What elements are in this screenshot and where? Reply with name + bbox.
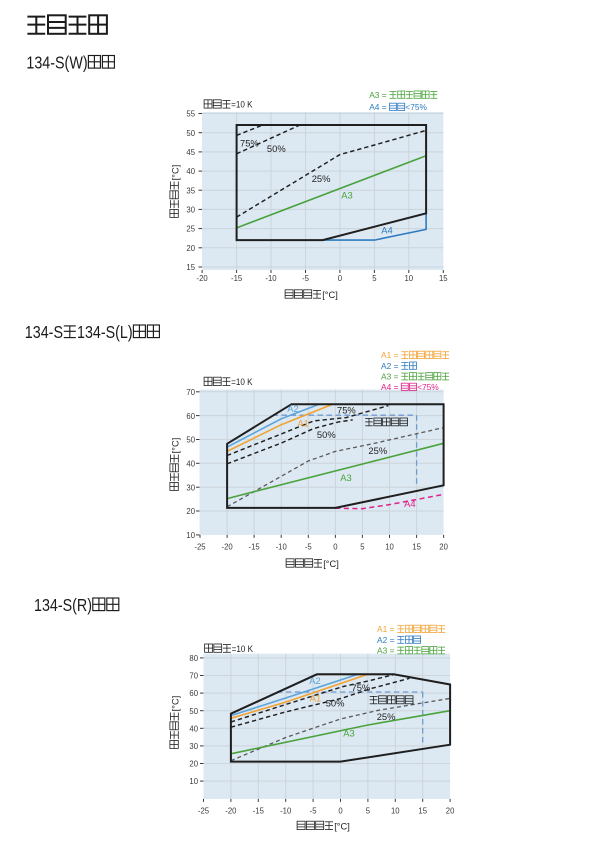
svg-text:10: 10 — [189, 776, 198, 786]
svg-text:75%: 75% — [337, 405, 356, 416]
svg-text:25%: 25% — [368, 445, 387, 456]
svg-text:=10 K: =10 K — [231, 377, 253, 387]
svg-text:20: 20 — [439, 541, 448, 551]
svg-text:0: 0 — [333, 541, 337, 551]
svg-text:A2 =: A2 = — [381, 361, 399, 371]
svg-text:A2: A2 — [309, 675, 320, 686]
svg-text:50%: 50% — [317, 429, 336, 440]
svg-text:80: 80 — [189, 653, 198, 663]
svg-text:[°C]: [°C] — [334, 822, 350, 832]
svg-text:134-S(L): 134-S(L) — [77, 322, 133, 342]
svg-text:A1 =: A1 = — [377, 624, 395, 634]
svg-text:10: 10 — [186, 530, 195, 540]
svg-text:10: 10 — [391, 805, 400, 815]
svg-text:<75%: <75% — [417, 382, 439, 392]
svg-text:50: 50 — [186, 435, 195, 445]
svg-text:134-S: 134-S — [25, 322, 63, 342]
svg-text:A4: A4 — [381, 225, 392, 236]
svg-text:70: 70 — [186, 387, 195, 397]
svg-text:[°C]: [°C] — [171, 696, 181, 712]
svg-text:40: 40 — [189, 723, 198, 733]
svg-text:-20: -20 — [225, 805, 236, 815]
svg-text:10: 10 — [385, 541, 394, 551]
svg-text:60: 60 — [186, 411, 195, 421]
svg-text:A4 =: A4 = — [369, 102, 387, 112]
svg-text:A3 =: A3 = — [377, 646, 395, 656]
svg-text:-15: -15 — [253, 805, 264, 815]
svg-text:50%: 50% — [326, 698, 345, 709]
svg-text:A3: A3 — [341, 189, 352, 200]
svg-text:-5: -5 — [305, 541, 312, 551]
svg-text:30: 30 — [186, 482, 195, 492]
svg-text:10: 10 — [405, 273, 414, 283]
svg-text:40: 40 — [186, 166, 195, 176]
svg-text:-10: -10 — [280, 805, 291, 815]
svg-text:55: 55 — [186, 109, 195, 119]
svg-text:-5: -5 — [310, 805, 317, 815]
svg-text:20: 20 — [189, 759, 198, 769]
svg-text:A2: A2 — [287, 403, 298, 414]
svg-text:20: 20 — [446, 805, 455, 815]
svg-text:40: 40 — [186, 458, 195, 468]
svg-text:A4 =: A4 = — [381, 382, 399, 392]
svg-text:<75%: <75% — [405, 102, 427, 112]
svg-text:5: 5 — [366, 805, 370, 815]
svg-text:35: 35 — [186, 185, 195, 195]
svg-text:50: 50 — [186, 128, 195, 138]
svg-text:A3: A3 — [343, 728, 354, 739]
svg-text:75%: 75% — [240, 138, 259, 149]
svg-text:0: 0 — [338, 273, 342, 283]
svg-text:-25: -25 — [194, 541, 205, 551]
svg-text:60: 60 — [189, 688, 198, 698]
svg-text:134-S(R): 134-S(R) — [34, 595, 92, 615]
svg-text:-10: -10 — [265, 273, 276, 283]
svg-text:25: 25 — [186, 224, 195, 234]
svg-text:50%: 50% — [267, 143, 286, 154]
svg-text:A1: A1 — [310, 692, 321, 703]
svg-text:20: 20 — [186, 506, 195, 516]
svg-text:50: 50 — [189, 706, 198, 716]
svg-text:70: 70 — [189, 671, 198, 681]
svg-text:20: 20 — [186, 243, 195, 253]
svg-text:5: 5 — [360, 541, 364, 551]
svg-text:A2 =: A2 = — [377, 635, 395, 645]
svg-text:75%: 75% — [352, 682, 371, 693]
svg-text:5: 5 — [372, 273, 376, 283]
svg-text:-20: -20 — [222, 541, 233, 551]
svg-text:A3 =: A3 = — [369, 90, 387, 100]
svg-text:[°C]: [°C] — [322, 290, 338, 300]
svg-text:30: 30 — [189, 741, 198, 751]
svg-text:0: 0 — [338, 805, 342, 815]
svg-text:[°C]: [°C] — [171, 438, 181, 454]
svg-text:[°C]: [°C] — [323, 559, 339, 569]
svg-text:-20: -20 — [197, 273, 208, 283]
svg-text:15: 15 — [418, 805, 427, 815]
svg-text:134-S(W): 134-S(W) — [26, 52, 87, 72]
svg-text:=10 K: =10 K — [232, 644, 254, 654]
svg-text:A3: A3 — [340, 472, 351, 483]
svg-text:=10 K: =10 K — [231, 100, 253, 110]
svg-text:A3 =: A3 = — [381, 372, 399, 382]
svg-text:A1: A1 — [298, 417, 309, 428]
svg-text:-15: -15 — [231, 273, 242, 283]
svg-text:30: 30 — [186, 205, 195, 215]
svg-text:-15: -15 — [249, 541, 260, 551]
svg-text:[°C]: [°C] — [171, 165, 181, 181]
svg-text:15: 15 — [412, 541, 421, 551]
svg-text:25%: 25% — [312, 173, 331, 184]
svg-text:A4: A4 — [404, 498, 415, 509]
svg-text:15: 15 — [186, 262, 195, 272]
svg-text:A1 =: A1 = — [381, 350, 399, 360]
svg-text:-10: -10 — [276, 541, 287, 551]
svg-text:45: 45 — [186, 147, 195, 157]
svg-text:15: 15 — [439, 273, 448, 283]
svg-text:-25: -25 — [198, 805, 209, 815]
svg-text:25%: 25% — [377, 711, 396, 722]
svg-text:-5: -5 — [302, 273, 309, 283]
